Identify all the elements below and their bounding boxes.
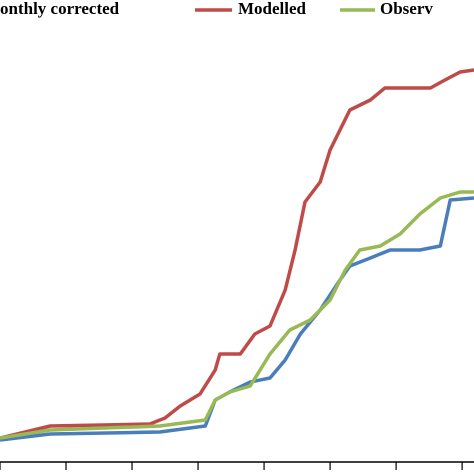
line [0,190,474,440]
line [0,68,474,440]
line [0,196,474,442]
legend-label: Observ [380,0,433,18]
legend-label: Modelled [238,0,307,18]
legend-label: onthly corrected [0,0,120,18]
